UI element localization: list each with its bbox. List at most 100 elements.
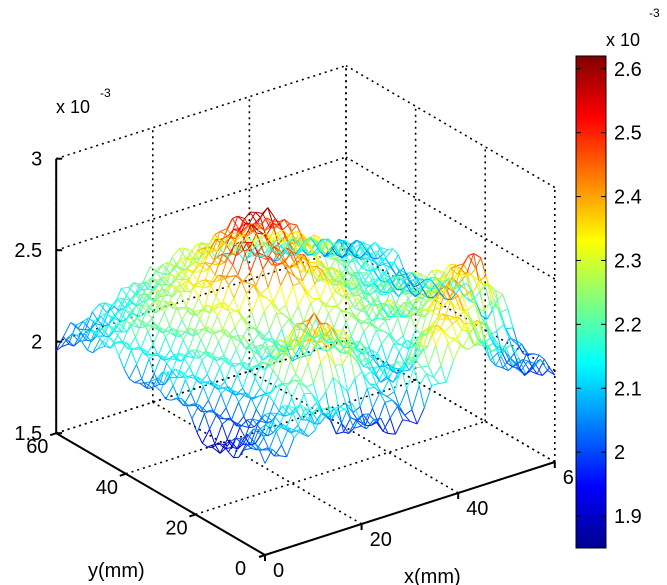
- surface-mesh-line: [404, 287, 413, 295]
- surface-mesh-line: [314, 412, 323, 425]
- surface-mesh-line: [371, 349, 378, 355]
- surface-mesh-line: [162, 297, 169, 306]
- surface-mesh-line: [369, 271, 377, 285]
- surface-mesh-line: [310, 417, 317, 430]
- surface-mesh-line: [188, 403, 195, 407]
- surface-mesh-line: [292, 285, 299, 307]
- surface-mesh-line: [238, 401, 245, 417]
- surface-mesh-line: [508, 338, 515, 354]
- surface-mesh-line: [274, 343, 281, 351]
- surface-mesh-line: [520, 360, 529, 372]
- surface-mesh-line: [82, 317, 89, 322]
- surface-mesh-line: [206, 356, 215, 375]
- surface-mesh-line: [251, 226, 260, 233]
- surface-mesh-line: [202, 386, 209, 401]
- surface-mesh-line: [438, 315, 445, 321]
- surface-mesh-line: [219, 367, 226, 382]
- surface-mesh-line: [522, 359, 531, 372]
- surface-mesh-line: [176, 278, 184, 281]
- surface-mesh-line: [253, 344, 262, 356]
- surface-mesh-line: [289, 267, 296, 277]
- surface-mesh-line: [260, 344, 269, 355]
- surface-mesh-line: [392, 301, 401, 306]
- surface-mesh-line: [413, 367, 420, 386]
- surface-mesh-line: [121, 287, 128, 296]
- surface-mesh-line: [381, 393, 388, 398]
- surface-mesh-line: [263, 437, 270, 451]
- surface-mesh-line: [179, 284, 186, 292]
- surface-mesh-line: [337, 293, 346, 308]
- surface-mesh-line: [360, 322, 366, 324]
- surface-mesh-line: [329, 245, 336, 254]
- surface-mesh-line: [500, 308, 509, 313]
- surface-mesh-line: [358, 417, 367, 430]
- surface-mesh-line: [352, 258, 359, 273]
- surface-mesh-line: [331, 327, 338, 340]
- surface-mesh-line: [441, 313, 448, 316]
- surface-mesh-line: [232, 390, 240, 403]
- surface-mesh-line: [363, 291, 372, 305]
- surface-mesh-line: [278, 339, 287, 345]
- surface-mesh-line: [294, 236, 300, 240]
- surface-mesh-line: [277, 377, 284, 385]
- surface-mesh-line: [389, 274, 396, 279]
- surface-mesh-line: [171, 257, 178, 266]
- surface-mesh-line: [366, 388, 373, 409]
- surface-mesh-line: [136, 291, 145, 307]
- surface-mesh-line: [210, 380, 216, 385]
- surface-mesh-line: [388, 360, 397, 380]
- surface-mesh-line: [244, 211, 251, 219]
- surface-mesh-line: [307, 253, 314, 256]
- surface-mesh-line: [323, 335, 329, 338]
- surface-mesh-line: [220, 278, 226, 281]
- surface-mesh-line: [196, 280, 203, 288]
- surface-mesh-line: [218, 341, 225, 356]
- surface-mesh-line: [186, 250, 193, 260]
- surface-mesh-line: [265, 370, 274, 394]
- surface-mesh-line: [376, 317, 385, 321]
- surface-mesh-line: [462, 255, 469, 265]
- surface-mesh-line: [162, 261, 169, 265]
- surface-mesh-line: [410, 290, 417, 293]
- surface-mesh-line: [324, 406, 331, 418]
- surface-mesh-line: [296, 393, 305, 412]
- surface-mesh-line: [372, 260, 379, 267]
- surface-mesh-line: [404, 409, 413, 416]
- surface-mesh-line: [518, 353, 528, 369]
- surface-mesh-line: [267, 240, 274, 251]
- surface-mesh-line: [390, 276, 397, 287]
- surface-mesh-line: [258, 394, 264, 397]
- surface-mesh-line: [192, 333, 198, 337]
- surface-mesh-line: [312, 407, 319, 414]
- surface-mesh-line: [180, 259, 189, 269]
- surface-mesh-line: [416, 348, 423, 353]
- surface-mesh-line: [235, 349, 242, 363]
- surface-mesh-line: [258, 242, 265, 245]
- surface-mesh-line: [177, 330, 186, 333]
- surface-mesh-line: [241, 425, 250, 429]
- surface-mesh-line: [256, 361, 263, 366]
- surface-mesh-line: [282, 360, 291, 385]
- surface-mesh-line: [471, 275, 481, 293]
- surface-mesh-line: [431, 269, 438, 272]
- surface-mesh-line: [347, 287, 354, 296]
- surface-mesh-line: [213, 260, 220, 266]
- z-tick-label: 3: [31, 149, 42, 171]
- surface-mesh-line: [356, 260, 363, 269]
- surface-mesh-line: [398, 302, 405, 310]
- surface-mesh-line: [255, 268, 264, 287]
- surface-mesh-line: [475, 328, 482, 341]
- surface-mesh-line: [211, 306, 218, 317]
- surface-mesh-line: [327, 353, 336, 366]
- surface-mesh-line: [66, 333, 73, 340]
- surface-mesh-line: [188, 307, 195, 312]
- surface-mesh-line: [164, 257, 173, 275]
- surface-mesh-line: [416, 407, 425, 425]
- surface-mesh-line: [354, 276, 361, 289]
- surface-mesh-line: [177, 265, 183, 271]
- surface-mesh-line: [124, 319, 131, 325]
- surface-mesh-line: [441, 313, 450, 321]
- surface-mesh-line: [305, 291, 312, 304]
- surface-mesh-line: [494, 290, 502, 313]
- surface-mesh-line: [154, 296, 161, 302]
